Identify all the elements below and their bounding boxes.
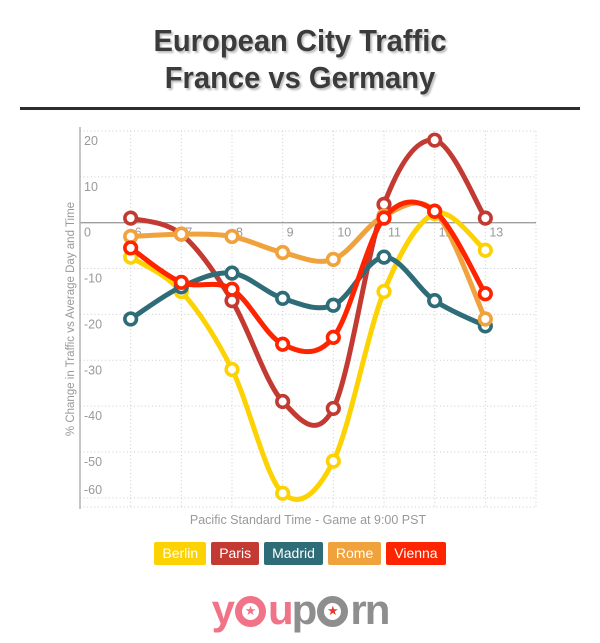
series-line-berlin: [128, 210, 488, 502]
data-point-paris-13: [477, 210, 493, 226]
logo-o-ring-left: ★: [235, 595, 267, 627]
series-vienna: [123, 199, 493, 355]
page-title-line2: France vs Germany: [164, 60, 436, 95]
data-point-madrid-10: [325, 297, 341, 313]
x-tick-label-11: 11: [388, 226, 401, 240]
legend-item-madrid: Madrid: [264, 542, 323, 565]
legend-item-paris: Paris: [211, 542, 260, 565]
data-point-madrid-9: [275, 290, 291, 306]
logo-o-ring-right: ★: [317, 595, 349, 627]
x-tick-label-6: 6: [135, 226, 142, 240]
data-point-vienna-6: [123, 240, 139, 256]
y-tick-label-20: 20: [84, 134, 98, 148]
data-point-paris-9: [275, 393, 291, 410]
logo-letter-y: y: [211, 586, 235, 633]
y-axis-title: % Change in Traffic vs Average Day and T…: [65, 202, 77, 436]
data-point-vienna-10: [325, 329, 341, 345]
y-tick-label-0: 0: [84, 226, 91, 240]
data-point-berlin-9: [275, 485, 291, 501]
data-point-rome-13: [477, 311, 493, 327]
logo-letter-p: p: [291, 586, 318, 633]
data-point-vienna-11: [376, 210, 392, 226]
logo-letter-n: n: [364, 586, 391, 633]
data-point-rome-10: [325, 251, 341, 267]
y-tick-label-10: 10: [84, 180, 98, 194]
star-icon: ★: [327, 602, 339, 618]
logo-letter-u: u: [268, 586, 294, 633]
data-point-rome-9: [275, 244, 291, 261]
x-tick-label-9: 9: [287, 226, 294, 240]
y-tick-label--30: -30: [84, 363, 102, 377]
y-tick-label--60: -60: [84, 483, 102, 497]
data-point-berlin-8: [224, 361, 240, 378]
x-tick-label-10: 10: [337, 226, 351, 240]
series-madrid: [123, 249, 493, 334]
page-title: European City Traffic France vs Germany: [18, 22, 582, 96]
data-point-vienna-13: [477, 286, 493, 302]
data-point-paris-12: [427, 132, 443, 148]
data-point-paris-10: [325, 400, 341, 417]
legend-item-rome: Rome: [327, 542, 382, 565]
y-tick-label--10: -10: [84, 272, 102, 286]
data-point-madrid-8: [224, 265, 240, 281]
legend-item-berlin: Berlin: [154, 542, 207, 565]
data-point-berlin-11: [376, 283, 392, 300]
star-icon: ★: [244, 602, 257, 618]
data-point-berlin-13: [477, 242, 493, 258]
data-point-madrid-11: [376, 249, 392, 265]
data-point-rome-8: [224, 228, 240, 245]
chart-legend: Berlin Paris Madrid Rome Vienna: [0, 542, 600, 565]
data-point-berlin-10: [325, 453, 341, 469]
x-axis-title: Pacific Standard Time - Game at 9:00 PST: [190, 513, 427, 527]
y-axis-labels: 20 10 0 -10 -20 -30 -40 -50 -60: [84, 134, 102, 497]
legend-item-vienna: Vienna: [386, 542, 446, 565]
logo-letter-r: r: [350, 586, 366, 633]
data-point-paris-6: [123, 210, 139, 226]
title-underline: [20, 107, 580, 110]
y-tick-label--50: -50: [84, 455, 102, 469]
y-tick-label--40: -40: [84, 409, 102, 423]
data-point-madrid-12: [427, 293, 443, 309]
data-point-vienna-9: [275, 336, 291, 352]
data-point-vienna-12: [427, 203, 443, 219]
data-point-rome-7: [173, 226, 189, 242]
y-tick-label--20: -20: [84, 317, 102, 331]
x-tick-label-8: 8: [236, 226, 243, 240]
brand-logo: y ★ u p ★ r n: [0, 589, 600, 631]
data-point-vienna-8: [224, 281, 240, 297]
page-title-line1: European City Traffic: [153, 23, 447, 58]
data-point-madrid-6: [123, 311, 139, 327]
data-point-vienna-7: [173, 274, 189, 290]
x-tick-label-13: 13: [489, 226, 503, 240]
